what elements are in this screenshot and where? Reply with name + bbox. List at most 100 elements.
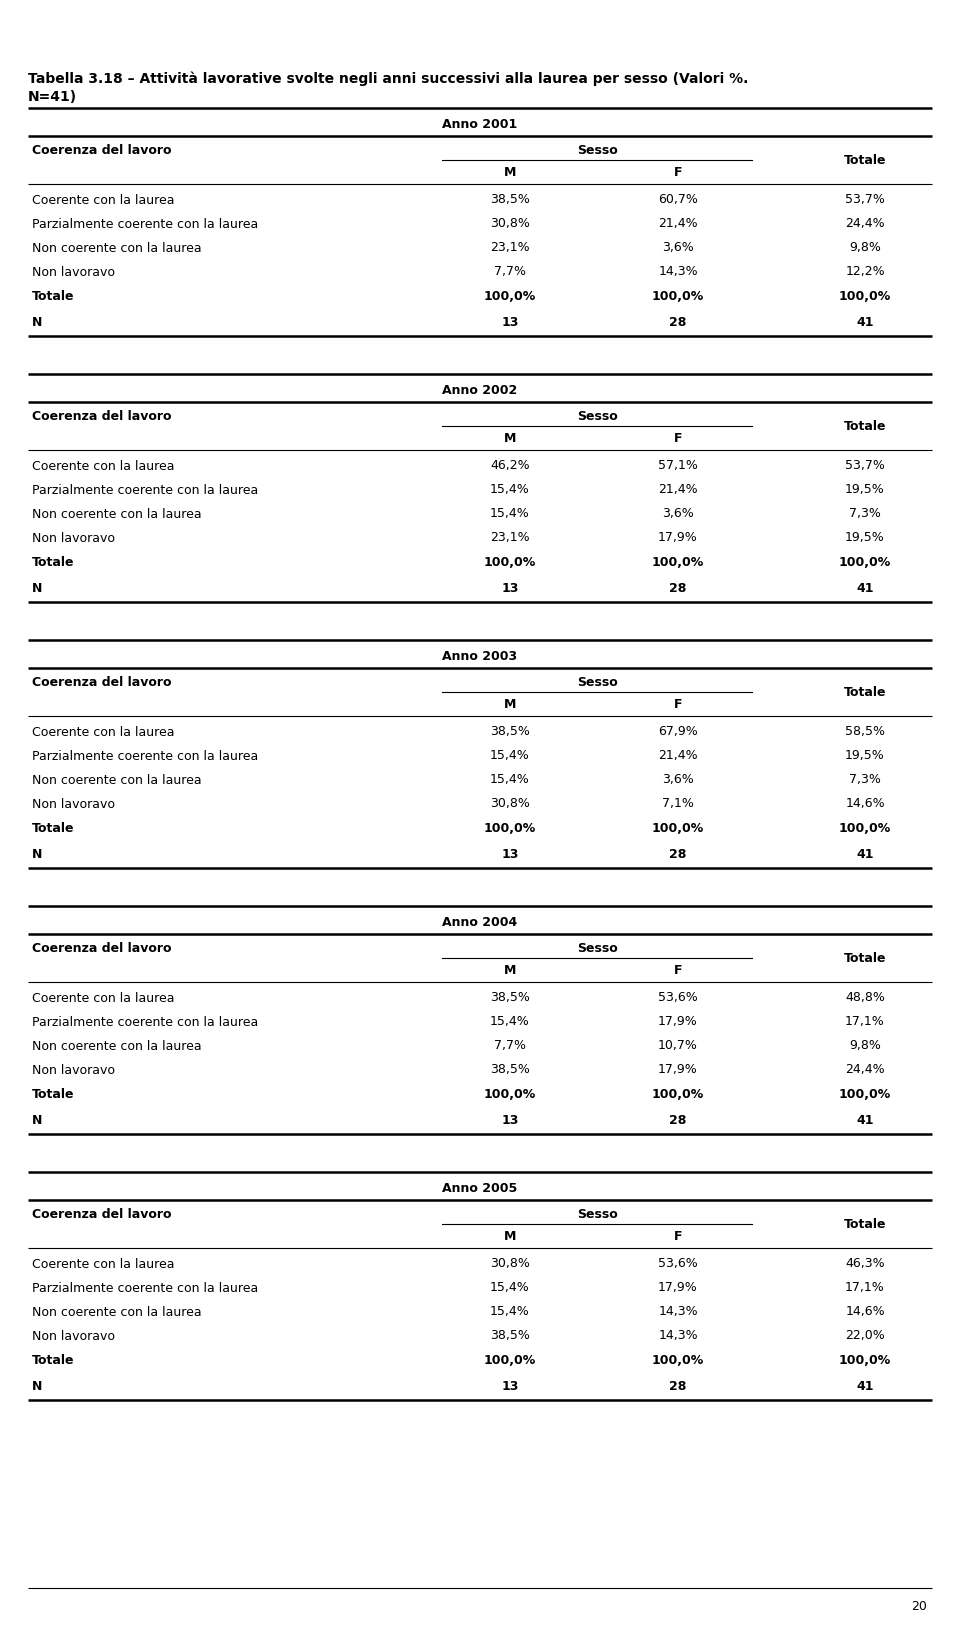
Text: 58,5%: 58,5%: [845, 725, 885, 738]
Text: Parzialmente coerente con la laurea: Parzialmente coerente con la laurea: [32, 1282, 258, 1295]
Text: Parzialmente coerente con la laurea: Parzialmente coerente con la laurea: [32, 218, 258, 231]
Text: Non coerente con la laurea: Non coerente con la laurea: [32, 1040, 202, 1053]
Text: 7,3%: 7,3%: [849, 507, 881, 520]
Text: N=41): N=41): [28, 89, 77, 104]
Text: 41: 41: [856, 1115, 874, 1128]
Text: 100,0%: 100,0%: [839, 556, 891, 569]
Text: Coerente con la laurea: Coerente con la laurea: [32, 460, 175, 473]
Text: Non lavoravo: Non lavoravo: [32, 798, 115, 811]
Text: 15,4%: 15,4%: [491, 1282, 530, 1295]
Text: Totale: Totale: [844, 952, 886, 965]
Text: 38,5%: 38,5%: [490, 991, 530, 1004]
Text: 15,4%: 15,4%: [491, 507, 530, 520]
Text: 48,8%: 48,8%: [845, 991, 885, 1004]
Text: 22,0%: 22,0%: [845, 1329, 885, 1342]
Text: 60,7%: 60,7%: [658, 193, 698, 206]
Text: 15,4%: 15,4%: [491, 1016, 530, 1029]
Text: 3,6%: 3,6%: [662, 507, 694, 520]
Text: 41: 41: [856, 317, 874, 330]
Text: 13: 13: [501, 317, 518, 330]
Text: 100,0%: 100,0%: [484, 1089, 536, 1102]
Text: 100,0%: 100,0%: [839, 1089, 891, 1102]
Text: 3,6%: 3,6%: [662, 774, 694, 786]
Text: 100,0%: 100,0%: [839, 291, 891, 304]
Text: N: N: [32, 317, 42, 330]
Text: Sesso: Sesso: [577, 410, 617, 422]
Text: 17,1%: 17,1%: [845, 1016, 885, 1029]
Text: Anno 2002: Anno 2002: [443, 384, 517, 396]
Text: 53,7%: 53,7%: [845, 460, 885, 473]
Text: M: M: [504, 964, 516, 977]
Text: 100,0%: 100,0%: [484, 556, 536, 569]
Text: 19,5%: 19,5%: [845, 484, 885, 497]
Text: 23,1%: 23,1%: [491, 242, 530, 255]
Text: 23,1%: 23,1%: [491, 531, 530, 544]
Text: 46,3%: 46,3%: [845, 1258, 885, 1271]
Text: 7,7%: 7,7%: [494, 1040, 526, 1053]
Text: 17,9%: 17,9%: [659, 1282, 698, 1295]
Text: Non coerente con la laurea: Non coerente con la laurea: [32, 774, 202, 786]
Text: 19,5%: 19,5%: [845, 531, 885, 544]
Text: 28: 28: [669, 317, 686, 330]
Text: F: F: [674, 697, 683, 710]
Text: Sesso: Sesso: [577, 1207, 617, 1220]
Text: Coerente con la laurea: Coerente con la laurea: [32, 1258, 175, 1271]
Text: 17,9%: 17,9%: [659, 1063, 698, 1076]
Text: 13: 13: [501, 1381, 518, 1394]
Text: 30,8%: 30,8%: [490, 218, 530, 231]
Text: Tabella 3.18 – Attività lavorative svolte negli anni successivi alla laurea per : Tabella 3.18 – Attività lavorative svolt…: [28, 72, 749, 86]
Text: 67,9%: 67,9%: [659, 725, 698, 738]
Text: Coerente con la laurea: Coerente con la laurea: [32, 991, 175, 1004]
Text: 7,7%: 7,7%: [494, 265, 526, 278]
Text: 15,4%: 15,4%: [491, 1305, 530, 1318]
Text: 100,0%: 100,0%: [652, 822, 704, 835]
Text: 38,5%: 38,5%: [490, 1329, 530, 1342]
Text: Non coerente con la laurea: Non coerente con la laurea: [32, 242, 202, 255]
Text: 53,7%: 53,7%: [845, 193, 885, 206]
Text: Anno 2004: Anno 2004: [443, 915, 517, 928]
Text: 14,6%: 14,6%: [845, 1305, 885, 1318]
Text: 7,3%: 7,3%: [849, 774, 881, 786]
Text: Parzialmente coerente con la laurea: Parzialmente coerente con la laurea: [32, 484, 258, 497]
Text: 13: 13: [501, 1115, 518, 1128]
Text: Non lavoravo: Non lavoravo: [32, 1063, 115, 1076]
Text: F: F: [674, 432, 683, 445]
Text: 41: 41: [856, 1381, 874, 1394]
Text: 21,4%: 21,4%: [659, 218, 698, 231]
Text: Non lavoravo: Non lavoravo: [32, 265, 115, 278]
Text: Parzialmente coerente con la laurea: Parzialmente coerente con la laurea: [32, 1016, 258, 1029]
Text: N: N: [32, 1381, 42, 1394]
Text: Non coerente con la laurea: Non coerente con la laurea: [32, 507, 202, 520]
Text: 14,6%: 14,6%: [845, 798, 885, 811]
Text: 24,4%: 24,4%: [845, 218, 885, 231]
Text: Totale: Totale: [844, 154, 886, 167]
Text: M: M: [504, 1230, 516, 1243]
Text: 28: 28: [669, 1381, 686, 1394]
Text: 30,8%: 30,8%: [490, 1258, 530, 1271]
Text: Totale: Totale: [32, 556, 75, 569]
Text: Coerente con la laurea: Coerente con la laurea: [32, 193, 175, 206]
Text: 17,9%: 17,9%: [659, 531, 698, 544]
Text: Anno 2003: Anno 2003: [443, 650, 517, 663]
Text: 100,0%: 100,0%: [484, 1355, 536, 1368]
Text: 7,1%: 7,1%: [662, 798, 694, 811]
Text: 24,4%: 24,4%: [845, 1063, 885, 1076]
Text: 53,6%: 53,6%: [659, 991, 698, 1004]
Text: 15,4%: 15,4%: [491, 774, 530, 786]
Text: 100,0%: 100,0%: [652, 556, 704, 569]
Text: Sesso: Sesso: [577, 676, 617, 689]
Text: 19,5%: 19,5%: [845, 749, 885, 762]
Text: 9,8%: 9,8%: [849, 242, 881, 255]
Text: F: F: [674, 964, 683, 977]
Text: Totale: Totale: [32, 822, 75, 835]
Text: Coerenza del lavoro: Coerenza del lavoro: [32, 1207, 172, 1220]
Text: N: N: [32, 582, 42, 595]
Text: 41: 41: [856, 848, 874, 861]
Text: N: N: [32, 848, 42, 861]
Text: F: F: [674, 1230, 683, 1243]
Text: 57,1%: 57,1%: [658, 460, 698, 473]
Text: Anno 2005: Anno 2005: [443, 1181, 517, 1194]
Text: Anno 2001: Anno 2001: [443, 117, 517, 130]
Text: Coerenza del lavoro: Coerenza del lavoro: [32, 941, 172, 954]
Text: Coerenza del lavoro: Coerenza del lavoro: [32, 143, 172, 156]
